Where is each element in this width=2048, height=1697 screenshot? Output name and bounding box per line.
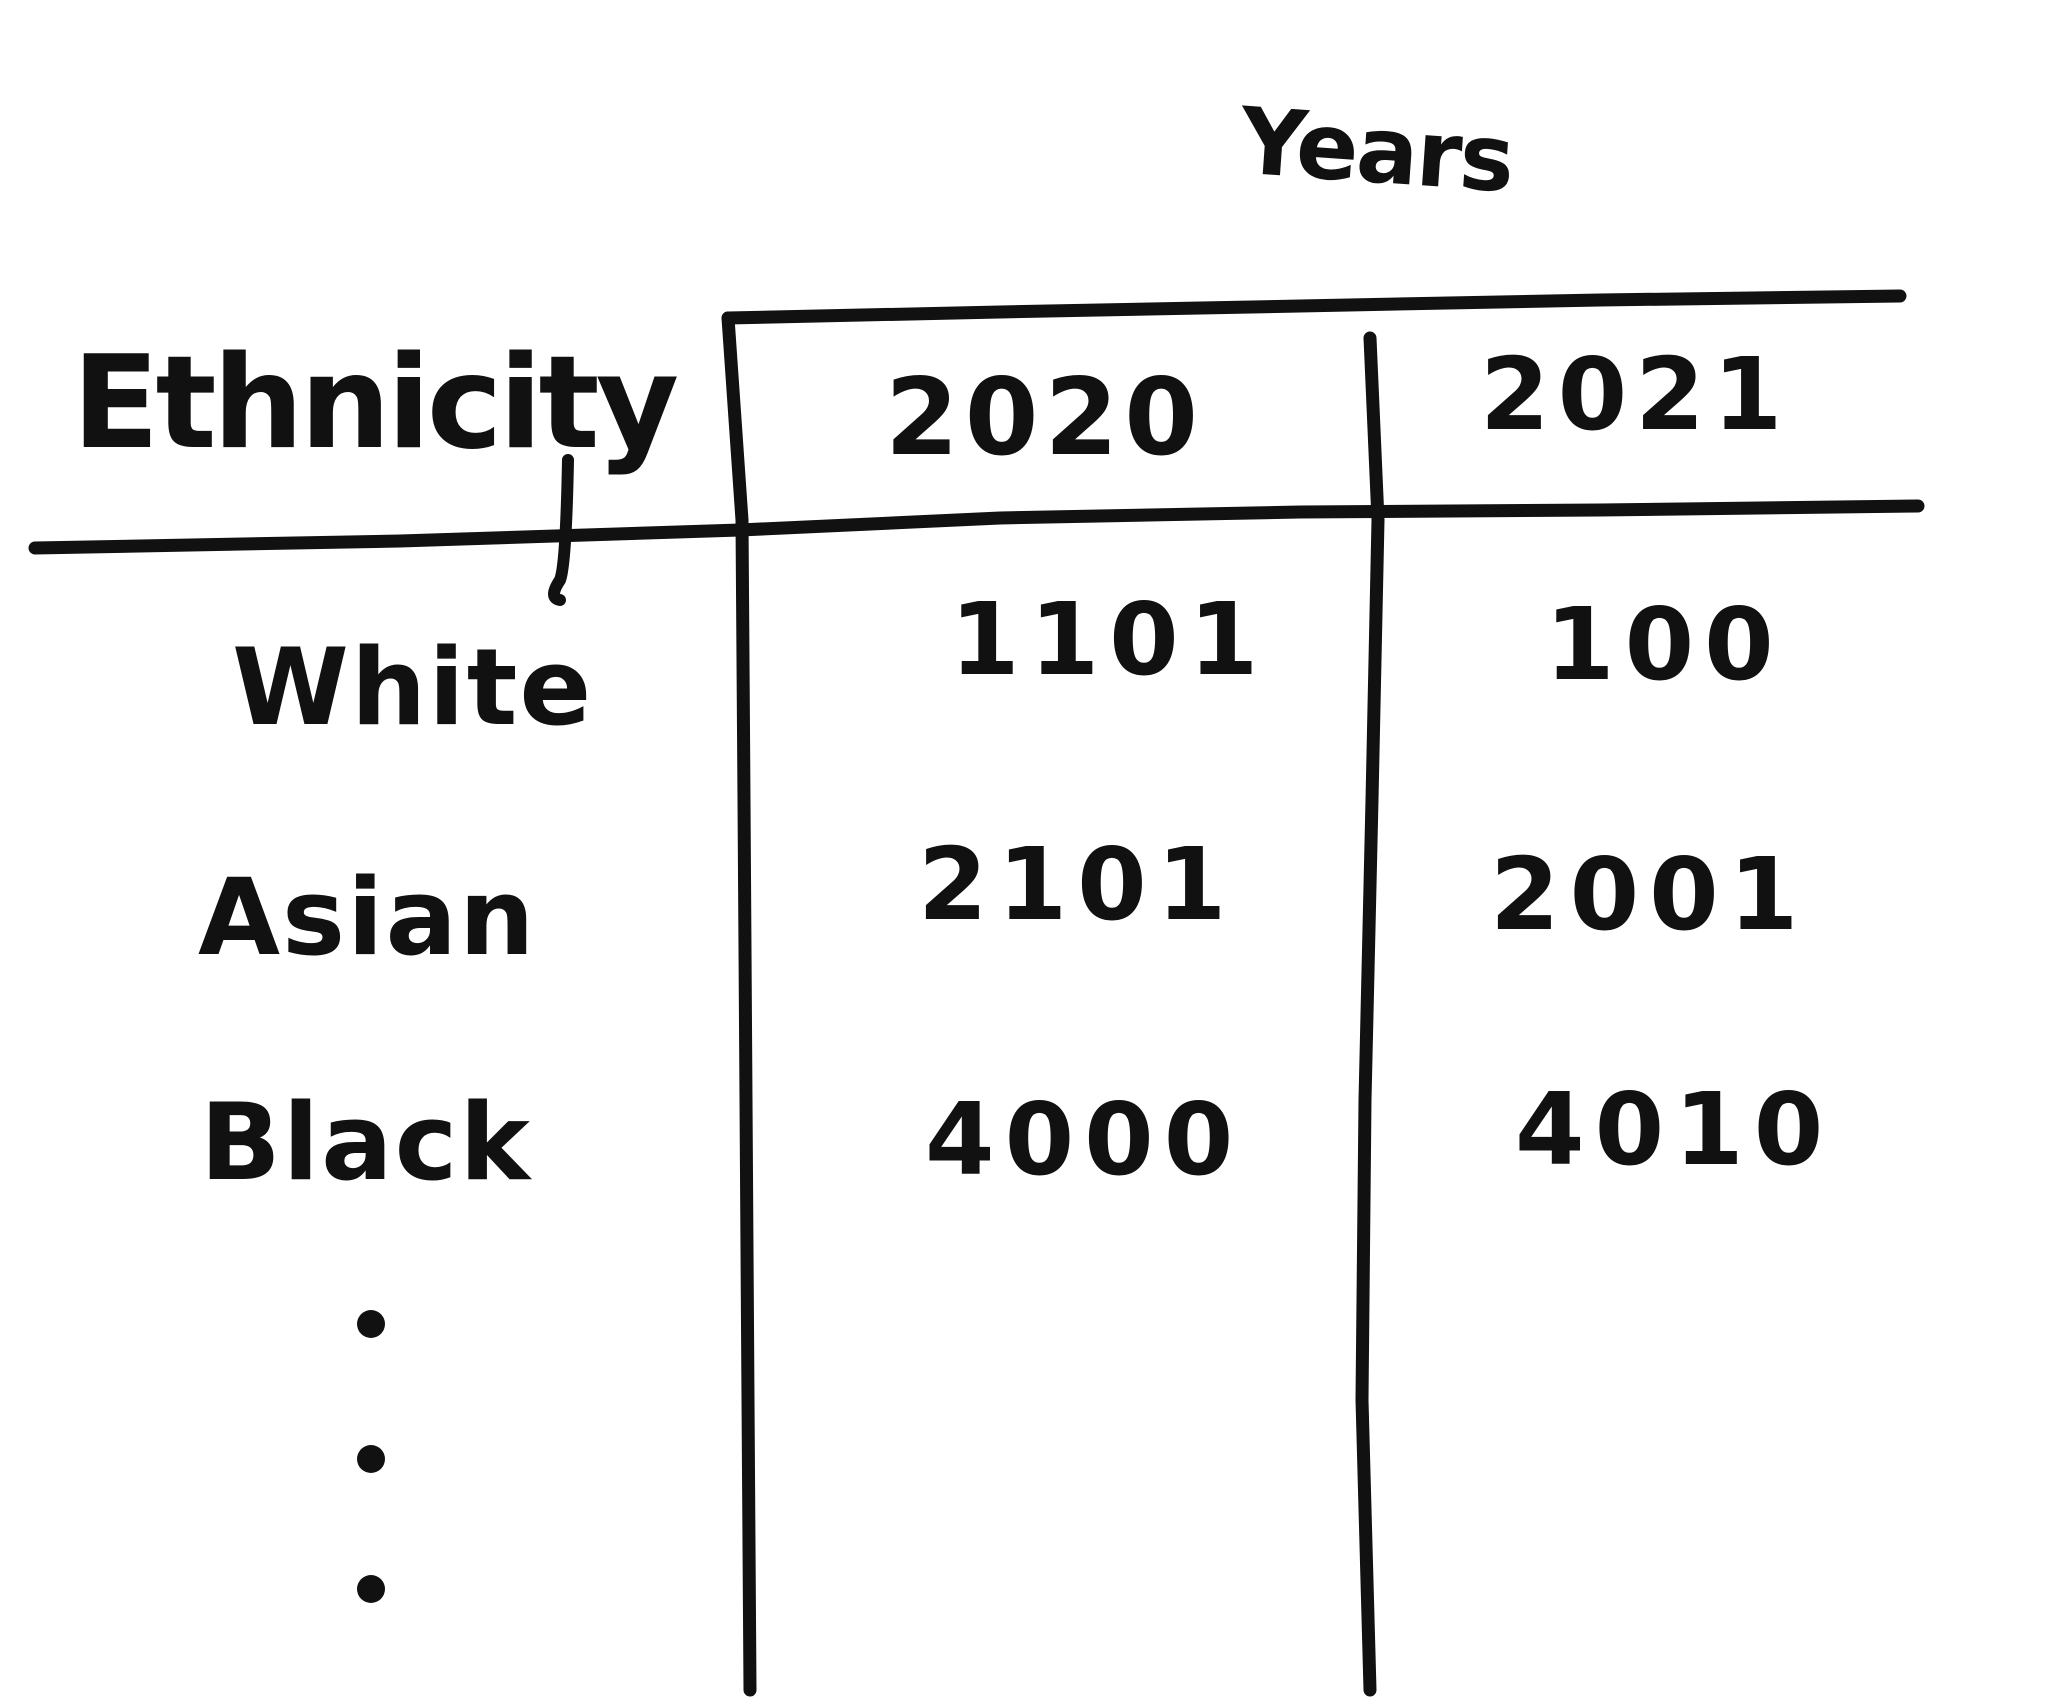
column-divider xyxy=(1355,331,1385,1697)
cell-white-2021: 100 xyxy=(1545,586,1784,703)
cell-asian-2020: 2101 xyxy=(918,826,1237,943)
header-bottom-line xyxy=(28,499,1925,555)
ellipsis-dot xyxy=(357,1575,385,1603)
table-title: Years xyxy=(1236,87,1517,214)
cell-white-2020: 1101 xyxy=(950,581,1269,698)
ellipsis-dot xyxy=(357,1445,385,1473)
column-left-border xyxy=(721,311,757,1697)
row-label-white: White xyxy=(232,626,594,749)
row-label-black: Black xyxy=(200,1081,532,1204)
ellipsis-dot xyxy=(357,1310,385,1338)
row-header: Ethnicity xyxy=(72,329,679,478)
ethnicity-descender xyxy=(548,454,574,606)
column-header-2021: 2021 xyxy=(1480,336,1791,453)
cell-black-2021: 4010 xyxy=(1515,1071,1834,1188)
column-header-2020: 2020 xyxy=(885,356,1205,479)
cell-asian-2021: 2001 xyxy=(1490,836,1809,953)
row-label-asian: Asian xyxy=(198,856,537,979)
header-top-line xyxy=(721,289,1907,325)
vertical-ellipsis-icon xyxy=(352,1310,392,1610)
cell-black-2020: 4000 xyxy=(925,1081,1244,1198)
